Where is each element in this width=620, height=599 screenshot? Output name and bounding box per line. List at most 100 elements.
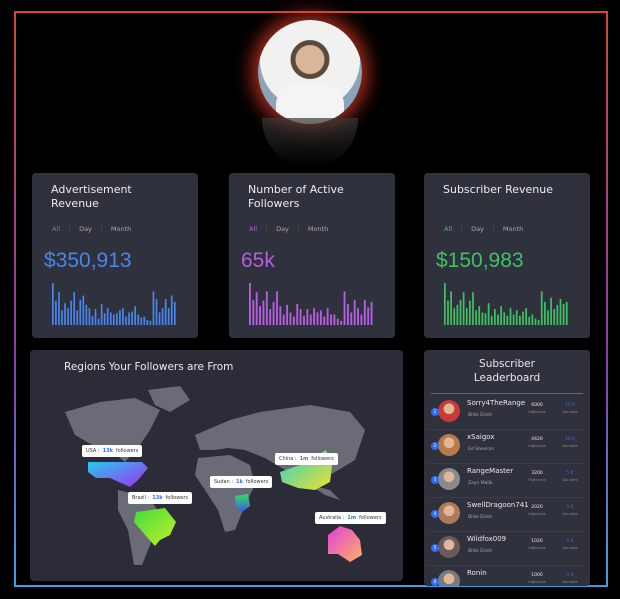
leaderboard-row[interactable]: 1 Sorry4TheRange Billie Eilish 6000 High… <box>428 396 584 430</box>
bar <box>103 313 106 325</box>
highscore-label: Highscore <box>528 410 546 414</box>
bar <box>484 313 487 325</box>
divider <box>431 393 583 394</box>
region-name: Australia : <box>319 515 345 521</box>
bar <box>73 292 76 325</box>
bar <box>459 299 462 325</box>
bar <box>497 314 499 325</box>
bar <box>370 301 373 325</box>
user-avatar <box>438 502 460 524</box>
bar <box>262 300 265 325</box>
region-brazil[interactable] <box>134 508 176 546</box>
username: Ronin <box>467 569 487 577</box>
donated-label: Donated <box>562 512 578 516</box>
bar <box>85 304 88 325</box>
region-label: followers <box>359 515 382 521</box>
rank-badge: 5 <box>431 544 439 552</box>
bar <box>472 292 474 325</box>
bar <box>537 319 540 325</box>
tab-month[interactable]: Month <box>297 225 337 233</box>
bar <box>109 312 112 325</box>
bar <box>478 306 481 325</box>
tab-all[interactable]: All <box>249 225 258 233</box>
bar <box>119 310 121 325</box>
region-value: 1m <box>347 515 357 521</box>
bar <box>540 291 543 325</box>
bar <box>444 283 446 325</box>
bar <box>340 320 343 325</box>
bar <box>490 315 493 325</box>
bar <box>116 313 118 325</box>
tab-day[interactable]: Day <box>461 225 493 233</box>
username: Wildfox009 <box>467 535 507 543</box>
bar <box>323 316 326 325</box>
card-title: Advertisement Revenue <box>51 183 132 210</box>
bar <box>309 314 312 325</box>
bar <box>531 314 534 325</box>
bar <box>269 309 272 325</box>
tab-month[interactable]: Month <box>100 225 140 233</box>
bar <box>76 310 79 325</box>
leaderboard-row[interactable]: 5 Wildfox009 Billie Eilish 1020 Highscor… <box>428 532 584 566</box>
region-name: Sudan : <box>214 479 234 485</box>
subscriber-leaderboard: Subscriber Leaderboard 1 Sorry4TheRange … <box>424 350 590 586</box>
bar <box>158 312 161 325</box>
region-name: China : <box>279 456 297 462</box>
tab-month[interactable]: Month <box>492 225 532 233</box>
display-name: Billie Eilish <box>468 549 493 554</box>
world-map <box>65 386 365 565</box>
rank-badge: 6 <box>431 578 439 586</box>
bar <box>562 304 565 325</box>
bar <box>515 310 518 325</box>
leaderboard-row[interactable]: 3 RangeMaster Zayn Malik 3200 Highscore … <box>428 464 584 498</box>
bar <box>559 298 562 325</box>
username: SwellDragoon741 <box>467 501 529 509</box>
highscore-value: 6000 <box>531 403 543 408</box>
donated-value: 3 K <box>566 573 574 578</box>
bar <box>143 316 146 325</box>
leaderboard-row[interactable]: 6 Ronin 1000 Highscore 3 K Donated <box>428 566 584 586</box>
bar <box>299 309 302 325</box>
bar <box>462 292 465 325</box>
bar <box>346 304 349 325</box>
user-avatar <box>438 536 460 558</box>
leaderboard-row[interactable]: 4 SwellDragoon741 Billie Eilish 2020 Hig… <box>428 498 584 532</box>
bar <box>306 309 309 325</box>
bar <box>525 308 527 325</box>
region-sudan[interactable] <box>235 494 250 512</box>
tab-all[interactable]: All <box>52 225 61 233</box>
username: Sorry4TheRange <box>467 399 526 407</box>
leaderboard-row[interactable]: 2 xSaigox Ed Sheeran 4420 Highscore 10 K… <box>428 430 584 464</box>
region-usa[interactable] <box>88 462 148 487</box>
username: xSaigox <box>467 433 495 441</box>
bar <box>64 303 66 325</box>
bar <box>70 300 72 325</box>
bar <box>146 319 149 325</box>
bar <box>360 314 363 325</box>
donated-value: 10 K <box>564 437 576 442</box>
rank-badge: 1 <box>431 408 439 416</box>
bar <box>259 306 261 325</box>
bar <box>149 320 152 325</box>
display-name: Billie Eilish <box>468 413 493 418</box>
bar <box>363 299 366 325</box>
bar <box>100 304 103 325</box>
highscore-label: Highscore <box>528 546 546 550</box>
region-label: followers <box>115 448 139 454</box>
bar <box>500 306 502 325</box>
bar <box>544 301 546 325</box>
tab-all[interactable]: All <box>444 225 453 233</box>
bar <box>170 295 173 325</box>
bar <box>556 304 559 325</box>
time-range-tabs: All Day Month <box>52 225 140 233</box>
display-name: Ed Sheeran <box>468 447 494 452</box>
region-value: 1k <box>236 479 243 485</box>
highscore-value: 1000 <box>531 573 543 578</box>
tab-day[interactable]: Day <box>266 225 298 233</box>
bar <box>565 301 568 325</box>
user-avatar <box>438 570 460 586</box>
profile-avatar[interactable] <box>258 20 362 124</box>
bar <box>55 300 57 325</box>
tab-day[interactable]: Day <box>69 225 101 233</box>
region-australia[interactable] <box>328 526 362 562</box>
